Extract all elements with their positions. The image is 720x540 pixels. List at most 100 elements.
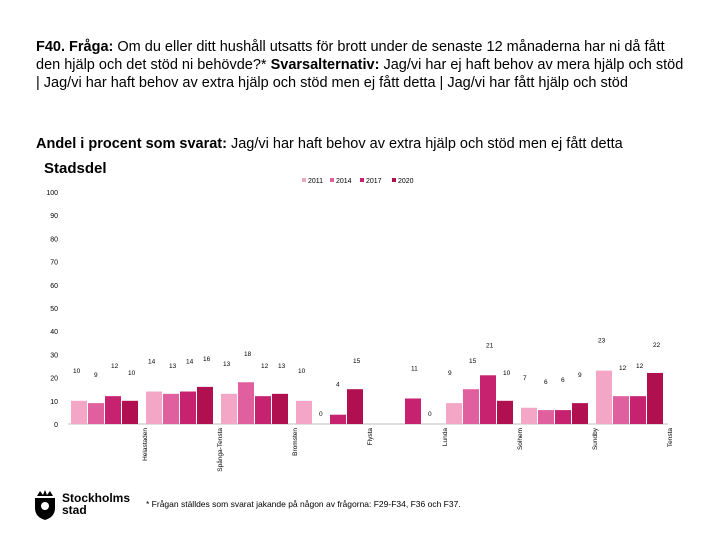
bar-2020-Solhem	[497, 400, 513, 424]
data-label: 10	[73, 368, 81, 375]
subtitle-label: Andel i procent som svarat:	[36, 136, 227, 152]
bar-2017-Tensta	[630, 396, 646, 424]
legend-label-2017: 2017	[366, 178, 382, 185]
data-label: 7	[523, 375, 527, 382]
data-label: 10	[298, 368, 306, 375]
bar-2014-Spånga-Tensta	[163, 393, 179, 424]
bar-2020-Flysta	[347, 389, 363, 424]
data-label: 12	[619, 365, 627, 372]
crown-shield-icon	[35, 490, 55, 520]
x-tick-label: Lunda	[442, 428, 449, 446]
answer-alternatives-label: Svarsalternativ:	[270, 57, 380, 73]
x-tick-label: Spånga-Tensta	[216, 428, 224, 472]
bar-2020-Spånga-Tensta	[197, 386, 213, 424]
data-label: 18	[244, 351, 252, 358]
data-label: 21	[486, 342, 494, 349]
subtitle-text: Jag/vi har haft behov av extra hjälp och…	[226, 136, 623, 152]
data-label: 6	[544, 379, 548, 386]
data-label: 22	[653, 342, 661, 349]
y-tick-label: 60	[50, 283, 58, 290]
data-label: 14	[186, 359, 194, 366]
data-label: 16	[203, 356, 211, 363]
y-tick-label: 100	[46, 190, 58, 197]
bar-2014-Sundby	[538, 410, 554, 424]
bar-2014-Bromsten	[238, 382, 254, 424]
data-label: 13	[278, 363, 286, 370]
logo-line-1: Stockholms	[62, 491, 131, 505]
footnote: * Frågan ställdes som svarat jakande på …	[146, 499, 461, 509]
legend-swatch-2020	[392, 178, 396, 182]
bar-2017-Lunda	[405, 398, 421, 424]
bar-2014-Solhem	[463, 389, 479, 424]
bar-2017-Flysta	[330, 414, 346, 424]
question-body: Om du eller ditt hushåll utsatts för bro…	[36, 39, 665, 73]
y-tick-label: 0	[54, 422, 58, 429]
bar-2011-Tensta	[596, 370, 612, 424]
bar-2011-Flysta	[296, 400, 312, 424]
answer-alternatives-text: Jag/vi har ej haft behov av mera hjälp o…	[36, 57, 684, 91]
data-label: 13	[169, 363, 177, 370]
bar-2020-Tensta	[647, 372, 663, 424]
x-tick-label: Tensta	[667, 428, 674, 448]
y-tick-label: 80	[50, 236, 58, 243]
bar-2017-Helastaden	[105, 396, 121, 424]
bar-2017-Bromsten	[255, 396, 271, 424]
y-tick-label: 50	[50, 306, 58, 313]
data-label: 23	[598, 338, 606, 345]
y-tick-label: 90	[50, 213, 58, 220]
y-tick-label: 20	[50, 376, 58, 383]
bar-2011-Solhem	[446, 403, 462, 424]
legend-swatch-2014	[330, 178, 334, 182]
bar-2017-Solhem	[480, 375, 496, 424]
legend-label-2020: 2020	[398, 178, 414, 185]
bar-2011-Spånga-Tensta	[146, 391, 162, 424]
stockholm-logo: Stockholms stad	[32, 490, 142, 520]
x-tick-label: Flysta	[367, 428, 374, 446]
data-label: 10	[503, 370, 511, 377]
bar-2020-Sundby	[572, 403, 588, 424]
bar-2020-Helastaden	[122, 400, 138, 424]
data-label: 12	[261, 363, 269, 370]
bar-2011-Helastaden	[71, 400, 87, 424]
logo-text: Stockholms stad	[62, 492, 130, 516]
legend-swatch-2017	[360, 178, 364, 182]
x-tick-label: Solhem	[517, 428, 524, 450]
legend-label-2011: 2011	[308, 178, 323, 185]
bar-2017-Sundby	[555, 410, 571, 424]
data-label: 13	[223, 361, 231, 368]
data-label: 15	[469, 358, 477, 365]
data-label: 4	[336, 382, 340, 389]
bar-2017-Spånga-Tensta	[180, 391, 196, 424]
data-label: 9	[578, 372, 582, 379]
x-tick-label: Helastaden	[142, 428, 149, 461]
chart-subtitle: Andel i procent som svarat: Jag/vi har h…	[36, 135, 716, 153]
legend-swatch-2011	[302, 178, 306, 182]
bar-2011-Bromsten	[221, 393, 237, 424]
bar-2014-Tensta	[613, 396, 629, 424]
y-tick-label: 40	[50, 329, 58, 336]
data-label: 12	[636, 363, 644, 370]
data-label: 9	[94, 372, 98, 379]
bar-2014-Helastaden	[88, 403, 104, 424]
data-label: 11	[411, 365, 418, 372]
logo-line-2: stad	[62, 503, 87, 517]
data-label: 15	[353, 358, 361, 365]
question-text: F40. Fråga: Om du eller ditt hushåll uts…	[36, 38, 686, 92]
y-tick-label: 10	[50, 399, 58, 406]
question-label: F40. Fråga:	[36, 39, 114, 55]
x-tick-label: Bromsten	[292, 428, 299, 456]
data-label: 0	[428, 411, 432, 418]
data-label: 9	[448, 370, 452, 377]
y-tick-label: 30	[50, 352, 58, 359]
bar-2020-Bromsten	[272, 393, 288, 424]
data-label: 10	[128, 370, 136, 377]
bar-2011-Sundby	[521, 407, 537, 424]
x-tick-label: Sundby	[592, 427, 599, 450]
data-label: 14	[148, 359, 156, 366]
legend-label-2014: 2014	[336, 178, 352, 185]
section-title: Stadsdel	[44, 160, 107, 177]
data-label: 0	[319, 411, 323, 418]
data-label: 12	[111, 363, 119, 370]
y-tick-label: 70	[50, 260, 58, 267]
